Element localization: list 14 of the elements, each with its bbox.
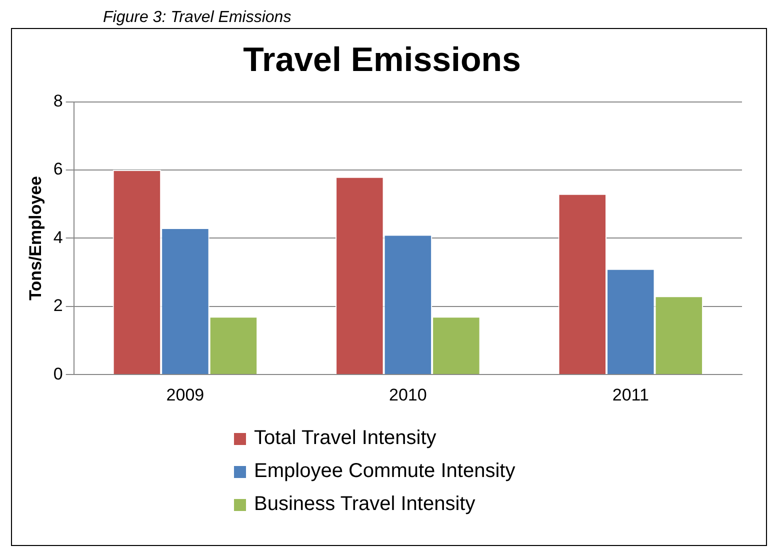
caption: Figure 3: Travel Emissions	[103, 8, 292, 28]
x-tick-label: 2009	[166, 385, 204, 404]
legend-label: Total Travel Intensity	[254, 427, 436, 450]
y-tick-label: 4	[53, 228, 63, 247]
y-axis-title: Tons/Employee	[26, 176, 45, 300]
legend-label: Business Travel Intensity	[254, 493, 476, 516]
y-tick-label: 6	[53, 160, 63, 179]
x-tick-label: 2011	[612, 385, 649, 404]
y-tick-label: 8	[53, 91, 63, 110]
chart-title: Travel Emissions	[243, 40, 521, 79]
x-tick-label: 2010	[389, 385, 427, 404]
legend-label: Employee Commute Intensity	[254, 460, 516, 483]
y-tick-label: 2	[53, 296, 63, 316]
y-tick-label: 0	[53, 364, 63, 384]
